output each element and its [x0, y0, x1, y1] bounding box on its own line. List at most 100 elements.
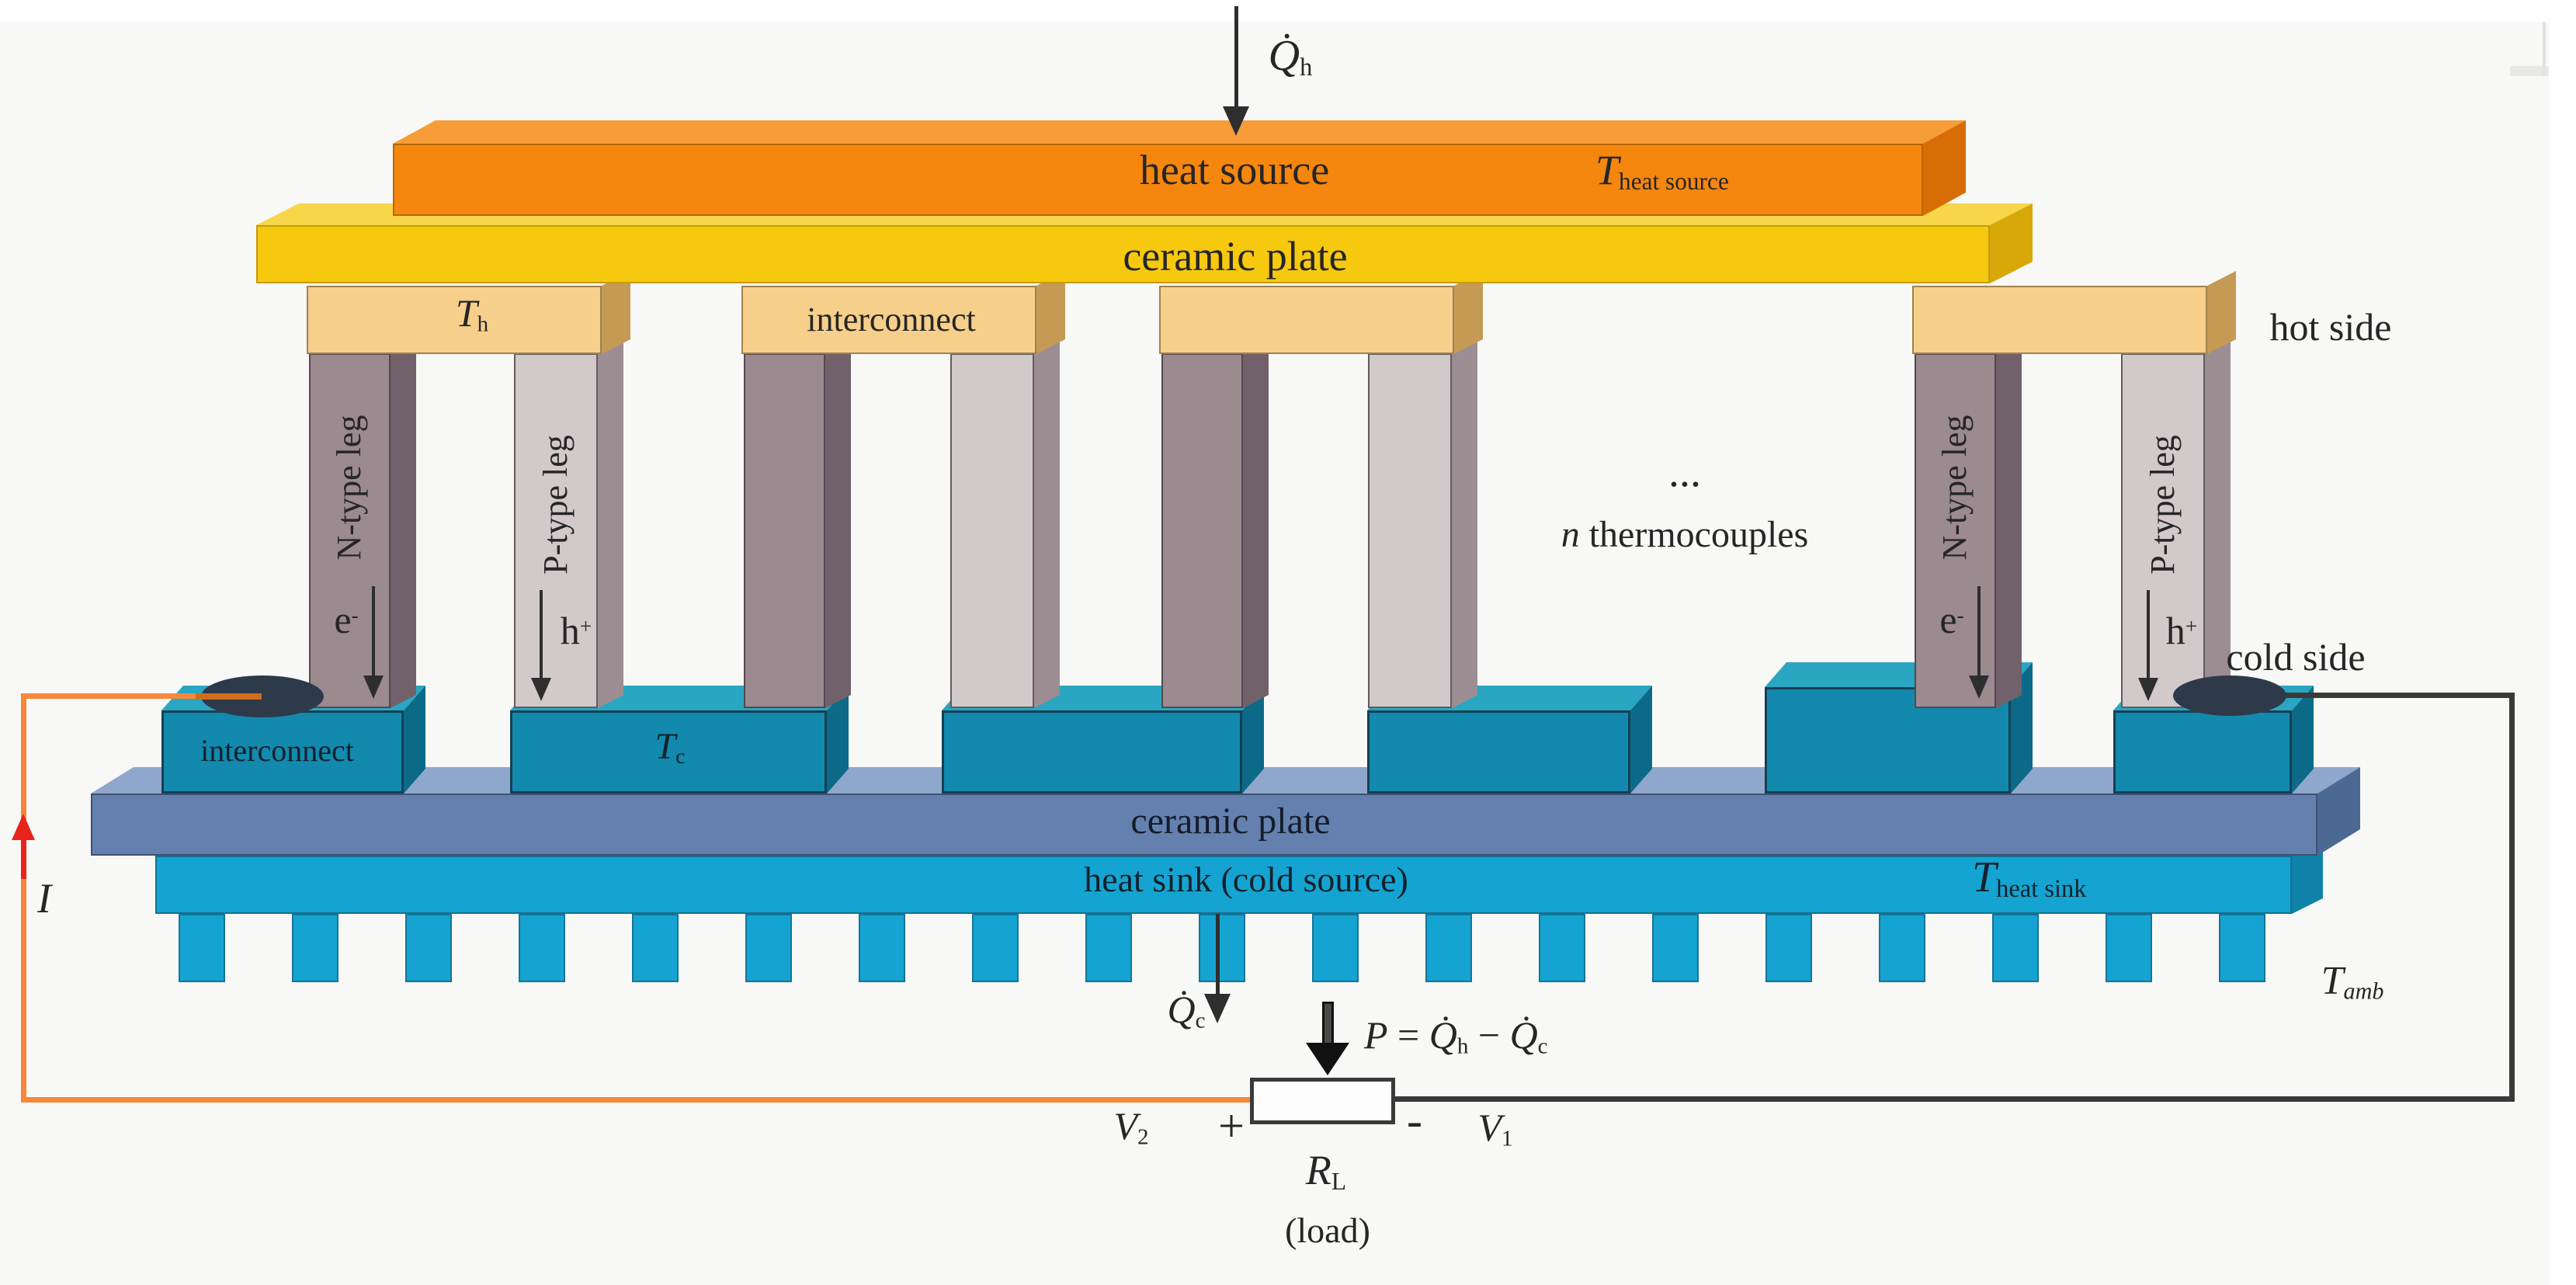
top-interconnect-2-front-face [741, 286, 1036, 354]
top-interconnect-4-side-face [2207, 271, 2236, 354]
electron-arrow-left-shaft [372, 586, 375, 680]
n-thermocouples-label-part-1: thermocouples [1579, 514, 1809, 555]
t-amb-label-part-1: amb [2343, 978, 2384, 1005]
load-label-part-0: (load) [1285, 1210, 1370, 1250]
electron-label-right-part-1: - [1956, 603, 1964, 627]
v1-label-part-0: V [1477, 1106, 1502, 1149]
solder-joint-2 [2173, 675, 2286, 716]
heat-sink-fin [2106, 914, 2152, 982]
heat-sink-fin [1312, 914, 1359, 982]
heat-sink-label-part-0: heat sink (cold source) [1084, 860, 1408, 899]
interconnect-top-label-part-0: interconnect [807, 300, 976, 339]
n-thermocouples-label: n thermocouples [1561, 516, 1809, 554]
p-equation-label-part-6: c [1537, 1033, 1548, 1059]
current-label-part-0: I [37, 875, 51, 922]
electron-label-left-part-1: - [351, 603, 359, 627]
n-type-leg-1-front-face [309, 353, 391, 708]
qc-arrow-head [1204, 994, 1231, 1023]
p-type-leg-6-side-face [1452, 340, 1477, 708]
heat-sink-fin [1539, 914, 1585, 982]
interconnect-bottom-label-part-0: interconnect [200, 733, 354, 768]
heat-sink-fin [292, 914, 338, 982]
heat-source-label: heat source [1140, 149, 1329, 191]
p-type-leg-8-front-face [2121, 353, 2205, 708]
top-interconnect-4-front-face [1912, 286, 2207, 354]
qc-label-part-1: c [1195, 1008, 1206, 1033]
p-type-leg-4-front-face [950, 353, 1034, 708]
heat-sink-fin [1085, 914, 1132, 982]
p-type-leg-2-side-face [598, 340, 623, 708]
n-type-leg-5-side-face [1243, 340, 1269, 708]
heat-sink-fin [179, 914, 225, 982]
heat-sink-fin [632, 914, 679, 982]
n-type-leg-label-right: N-type leg [1935, 415, 1974, 561]
cold-side-label-part-0: cold side [2226, 635, 2366, 679]
orange-wire-segment-1 [23, 693, 264, 699]
minus-label-part-0: - [1407, 1095, 1422, 1146]
p-type-leg-6-front-face [1368, 353, 1452, 708]
n-type-leg-7-side-face [1996, 340, 2022, 708]
heat-sink-fin [1652, 914, 1699, 982]
th-label-part-0: T [455, 291, 477, 335]
heat-sink-fin [859, 914, 905, 982]
p-type-leg-8-side-face [2205, 340, 2231, 708]
n-type-leg-3-side-face [825, 340, 851, 708]
load-label: (load) [1285, 1213, 1370, 1249]
hot-side-label-part-0: hot side [2269, 305, 2392, 349]
v1-label-part-1: 1 [1502, 1126, 1513, 1151]
page-margin-top [0, 0, 2576, 22]
t-amb-label-part-0: T [2321, 959, 2344, 1003]
p-type-leg-4-side-face [1034, 340, 1060, 708]
hole-arrow-left-head [531, 678, 551, 701]
p-type-leg-2-front-face [514, 353, 598, 708]
p-type-leg-label-left: P-type leg [536, 435, 575, 575]
dots-label-part-0: ... [1668, 448, 1701, 496]
electron-label-right-part-0: e [1939, 598, 1957, 641]
t-heat-sink-label-part-0: T [1972, 853, 1997, 901]
current-label: I [37, 877, 51, 919]
electron-label-left-part-0: e [334, 598, 352, 641]
corner-tab-vertical [2543, 22, 2546, 76]
qh-label: Q̇ h [1268, 32, 1313, 81]
top-interconnect-2-side-face [1036, 271, 1065, 354]
heat-sink-label: heat sink (cold source) [1084, 862, 1408, 898]
minus-label: - [1407, 1097, 1422, 1144]
plus-label-part-0: + [1218, 1100, 1245, 1151]
black-wire-segment-1 [2228, 693, 2514, 698]
th-label-part-1: h [477, 311, 489, 337]
hot-side-label: hot side [2270, 307, 2392, 346]
heat-sink-fin [1879, 914, 1925, 982]
t-heat-sink-label-part-1: heat sink [1996, 875, 2087, 904]
qh-label-part-0: Q̇ [1268, 32, 1300, 80]
black-wire-segment-3 [1395, 1096, 2515, 1102]
power-arrow-shaft [1321, 1002, 1334, 1046]
heat-source-label-part-0: heat source [1139, 147, 1330, 193]
p-type-leg-label-right-part-0: P-type leg [2144, 435, 2182, 575]
bottom-ceramic-plate-front-face [91, 794, 2317, 856]
ceramic-plate-bottom-label: ceramic plate [1130, 803, 1330, 840]
p-equation-label-part-0: P [1364, 1013, 1388, 1057]
heat-source-top-face [393, 120, 1966, 144]
n-type-leg-7-front-face [1915, 353, 1996, 708]
v2-label-part-1: 2 [1137, 1124, 1149, 1150]
ceramic-plate-top-label-part-0: ceramic plate [1123, 233, 1348, 280]
tc-label-part-0: T [654, 726, 676, 767]
p-equation-label-part-1: = [1387, 1013, 1429, 1057]
electron-arrow-right-head [1969, 675, 1989, 699]
bottom-interconnect-6-front-face [2113, 710, 2292, 794]
hole-label-left: h + [561, 611, 592, 650]
heat-sink-fin [405, 914, 452, 982]
top-interconnect-3-side-face [1454, 271, 1483, 354]
r-load-label-part-0: R [1305, 1147, 1331, 1193]
bottom-interconnect-3-front-face [942, 710, 1242, 794]
hole-label-right: h + [2166, 611, 2198, 650]
n-type-leg-label-left-part-0: N-type leg [330, 415, 368, 561]
p-equation-label-part-5: Q̇ [1509, 1013, 1538, 1057]
